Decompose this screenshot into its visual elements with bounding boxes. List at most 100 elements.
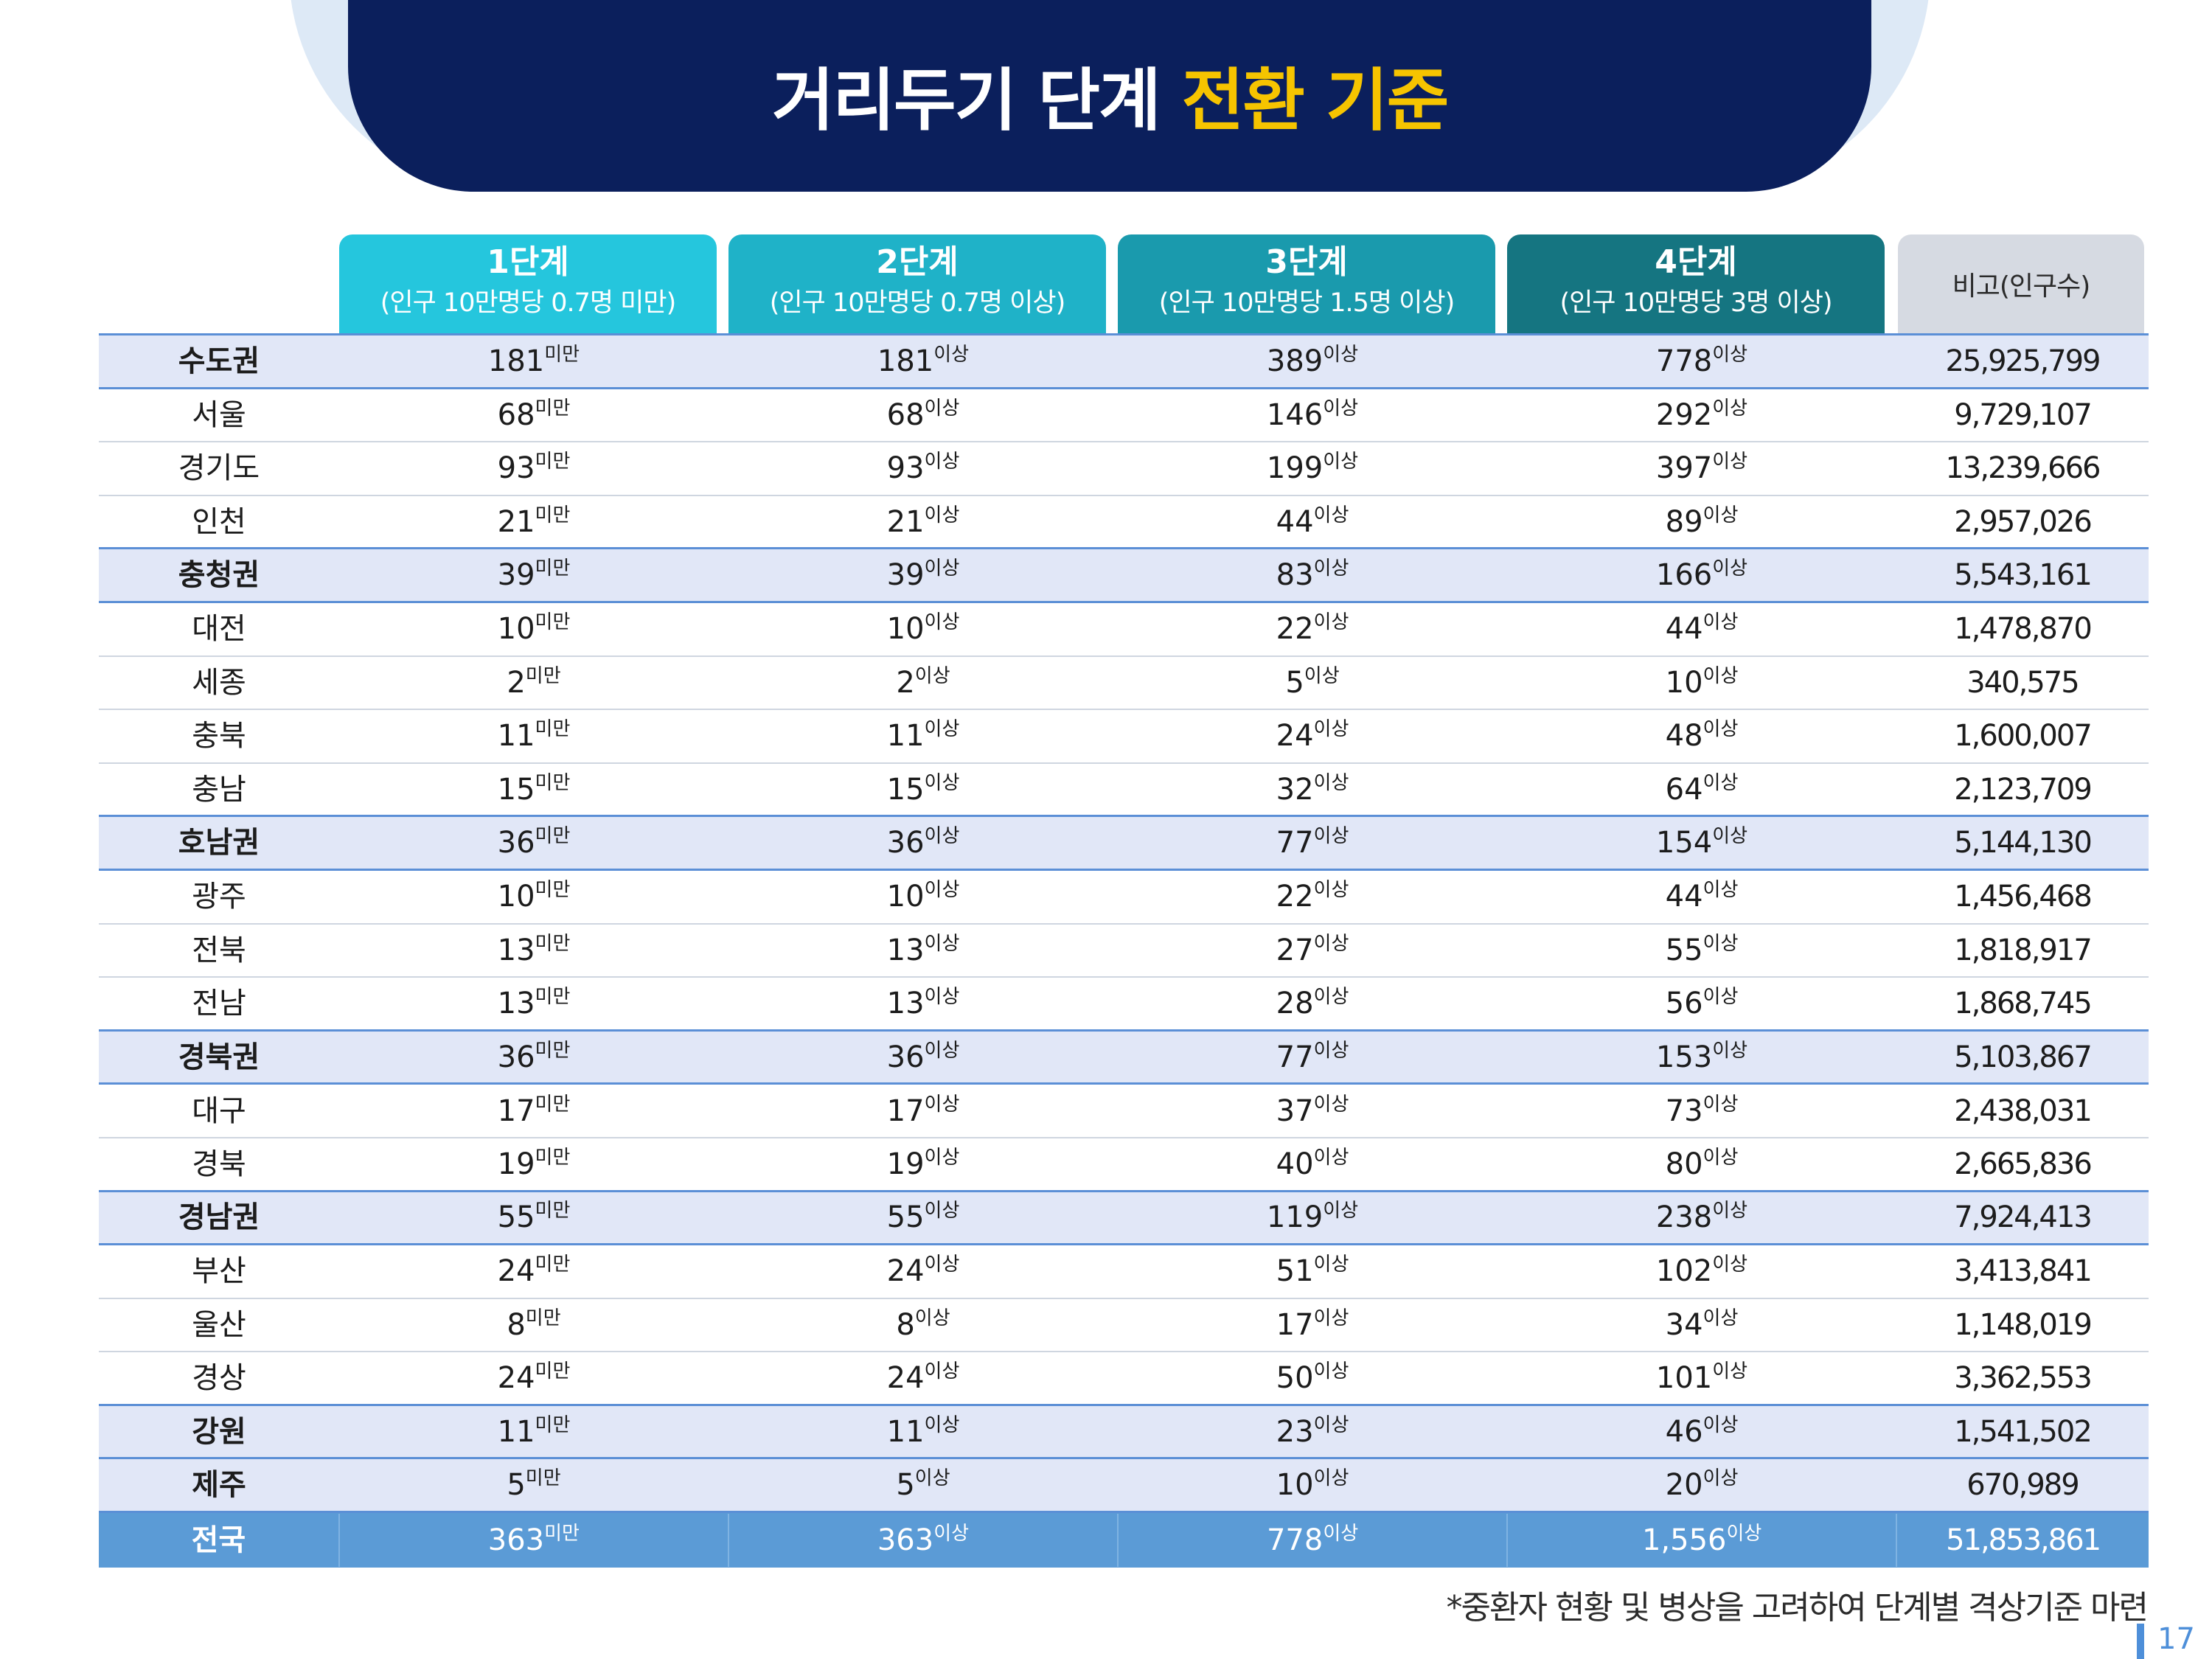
title-highlight: 전환 기준 [1181, 60, 1450, 140]
table-row: 경북권 36미만 36이상 77이상 153이상 5,103,867 [99, 1031, 2149, 1085]
threshold-suffix: 이상 [1703, 1146, 1739, 1169]
threshold-suffix: 미만 [535, 1146, 571, 1169]
stage-label: 2단계 [876, 243, 959, 281]
threshold-value: 44 [1665, 612, 1703, 647]
threshold-value: 93 [497, 451, 535, 486]
stage-1-threshold: 24미만 [339, 1245, 728, 1298]
stage-4-threshold: 73이상 [1507, 1085, 1896, 1138]
region-name: 호남권 [178, 826, 260, 860]
threshold-suffix: 이상 [1313, 932, 1349, 955]
threshold-suffix: 이상 [924, 985, 960, 1008]
stage-2-threshold: 17이상 [728, 1085, 1118, 1138]
table-row: 경기도 93미만 93이상 199이상 397이상 13,239,666 [99, 442, 2149, 496]
threshold-suffix: 이상 [1703, 1307, 1739, 1329]
population-value: 9,729,107 [1954, 397, 2093, 432]
threshold-value: 77 [1276, 1040, 1314, 1074]
stage-1-threshold: 11미만 [339, 709, 728, 762]
threshold-value: 13 [497, 933, 535, 967]
threshold-value: 68 [497, 397, 535, 432]
threshold-value: 397 [1655, 451, 1713, 486]
stage-2-threshold: 36이상 [728, 816, 1118, 869]
stage-4-threshold: 238이상 [1507, 1191, 1896, 1244]
stage-3-threshold: 32이상 [1118, 763, 1507, 816]
threshold-value: 36 [497, 826, 535, 860]
threshold-value: 46 [1665, 1414, 1703, 1449]
threshold-suffix: 이상 [924, 1360, 960, 1383]
stage-3-threshold: 50이상 [1118, 1352, 1507, 1405]
region-name: 경기도 [178, 451, 260, 486]
stage-2-threshold: 24이상 [728, 1352, 1118, 1405]
threshold-suffix: 이상 [1304, 664, 1340, 687]
table-row: 강원 11미만 11이상 23이상 46이상 1,541,502 [99, 1405, 2149, 1460]
stage-1-threshold: 55미만 [339, 1191, 728, 1244]
column-header-stage-3: 3단계 (인구 10만명당 1.5명 이상) [1118, 234, 1495, 333]
threshold-value: 181 [487, 344, 545, 378]
threshold-suffix: 이상 [924, 451, 960, 473]
threshold-suffix: 이상 [1313, 1413, 1349, 1436]
stage-2-threshold: 55이상 [728, 1191, 1118, 1244]
threshold-suffix: 이상 [1712, 1039, 1748, 1062]
stage-4-threshold: 153이상 [1507, 1031, 1896, 1084]
stage-label: 3단계 [1265, 243, 1348, 281]
stage-3-threshold: 77이상 [1118, 816, 1507, 869]
stage-1-threshold: 181미만 [339, 335, 728, 388]
threshold-suffix: 이상 [1703, 932, 1739, 955]
threshold-suffix: 이상 [1323, 1523, 1359, 1545]
criteria-table: 수도권 181미만 181이상 389이상 778이상 25,925,799 서울 68미만 6… [99, 333, 2149, 1568]
threshold-value: 55 [1665, 933, 1703, 967]
stage-3-threshold: 22이상 [1118, 602, 1507, 655]
threshold-value: 15 [497, 772, 535, 807]
table-row: 울산 8미만 8이상 17이상 34이상 1,148,019 [99, 1299, 2149, 1353]
threshold-value: 73 [1665, 1093, 1703, 1128]
threshold-suffix: 이상 [924, 504, 960, 526]
threshold-suffix: 이상 [1712, 557, 1748, 580]
threshold-suffix: 이상 [924, 879, 960, 902]
threshold-suffix: 이상 [1712, 1253, 1748, 1276]
threshold-suffix: 이상 [933, 343, 970, 366]
population-value: 1,478,870 [1954, 612, 2093, 647]
stage-2-threshold: 10이상 [728, 602, 1118, 655]
population-value: 13,239,666 [1945, 451, 2101, 486]
region-name: 수도권 [178, 344, 260, 378]
threshold-suffix: 이상 [924, 1253, 960, 1276]
table-row: 충남 15미만 15이상 32이상 64이상 2,123,709 [99, 764, 2149, 818]
population-value: 51,853,861 [1896, 1514, 2149, 1568]
threshold-value: 119 [1266, 1200, 1324, 1235]
threshold-value: 83 [1276, 558, 1314, 593]
column-header-stage-2: 2단계 (인구 10만명당 0.7명 이상) [728, 234, 1106, 333]
population-value: 5,144,130 [1954, 826, 2093, 860]
stage-3-threshold: 778이상 [1117, 1514, 1506, 1568]
threshold-suffix: 이상 [924, 1093, 960, 1116]
stage-1-threshold: 17미만 [339, 1085, 728, 1138]
threshold-suffix: 미만 [525, 1307, 561, 1329]
stage-1-threshold: 36미만 [339, 816, 728, 869]
threshold-value: 44 [1276, 504, 1314, 539]
table-row: 수도권 181미만 181이상 389이상 778이상 25,925,799 [99, 335, 2149, 389]
region-name: 충청권 [178, 558, 260, 593]
threshold-value: 101 [1655, 1361, 1713, 1396]
threshold-value: 77 [1276, 826, 1314, 860]
population-value: 1,600,007 [1954, 719, 2093, 754]
threshold-suffix: 이상 [1703, 504, 1739, 526]
threshold-suffix: 이상 [1313, 611, 1349, 634]
threshold-value: 154 [1655, 826, 1713, 860]
threshold-value: 13 [497, 986, 535, 1020]
table-row: 충청권 39미만 39이상 83이상 166이상 5,543,161 [99, 549, 2149, 603]
stage-2-threshold: 181이상 [728, 335, 1118, 388]
region-name: 경북 [192, 1147, 246, 1181]
threshold-value: 50 [1276, 1361, 1314, 1396]
stage-label: 1단계 [487, 243, 569, 281]
population-value: 670,989 [1966, 1468, 2079, 1503]
threshold-suffix: 미만 [525, 1467, 561, 1490]
region-name: 울산 [192, 1307, 246, 1342]
threshold-value: 93 [886, 451, 925, 486]
stage-3-threshold: 146이상 [1118, 389, 1507, 442]
table-row: 대구 17미만 17이상 37이상 73이상 2,438,031 [99, 1085, 2149, 1138]
threshold-suffix: 이상 [914, 664, 950, 687]
stage-1-threshold: 36미만 [339, 1031, 728, 1084]
threshold-suffix: 미만 [535, 1200, 571, 1222]
table-row: 인천 21미만 21이상 44이상 89이상 2,957,026 [99, 496, 2149, 550]
stage-3-threshold: 44이상 [1118, 495, 1507, 549]
stage-3-threshold: 10이상 [1118, 1458, 1507, 1512]
threshold-suffix: 이상 [1726, 1523, 1762, 1545]
